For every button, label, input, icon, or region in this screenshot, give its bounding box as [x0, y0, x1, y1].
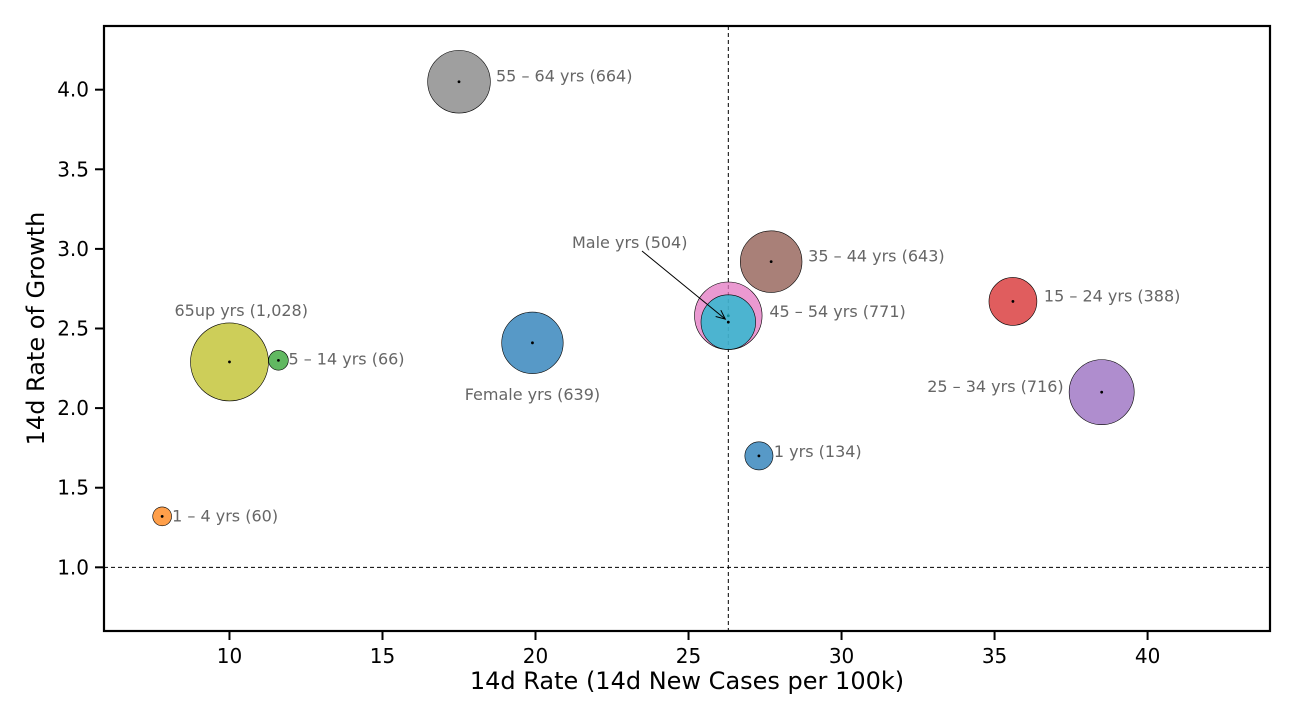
y-tick-label: 1.0 — [57, 555, 89, 579]
x-axis-ticks: 10 15 20 25 30 35 40 — [217, 631, 1160, 668]
annotation-arrowhead — [715, 309, 727, 320]
bubble-center-dot — [726, 320, 730, 324]
bubble-label-25-34-yrs-716: 25 – 34 yrs (716) — [927, 377, 1063, 396]
bubble-label-65up-yrs-1-028: 65up yrs (1,028) — [174, 301, 308, 320]
y-tick-label: 4.0 — [57, 78, 89, 102]
x-tick-label: 40 — [1135, 644, 1160, 668]
bubble-center-dot — [531, 341, 534, 345]
y-tick-label: 3.0 — [57, 237, 89, 261]
x-tick-label: 15 — [370, 644, 395, 668]
bubble-center-dot — [228, 360, 231, 364]
reference-lines — [104, 26, 1270, 631]
bubble-label-55-64-yrs-664: 55 – 64 yrs (664) — [496, 67, 632, 86]
y-axis-ticks: 1.0 1.5 2.0 2.5 3.0 3.5 4.0 — [57, 78, 104, 579]
bubble-center-dot — [277, 358, 280, 362]
bubble-label-45-54-yrs-771: 45 – 54 yrs (771) — [769, 302, 905, 321]
bubble-center-dot — [160, 514, 164, 518]
x-axis-title: 14d Rate (14d New Cases per 100k) — [470, 667, 904, 695]
bubble-label-5-14-yrs-66: 5 – 14 yrs (66) — [288, 349, 404, 368]
bubble-center-dot — [1100, 390, 1104, 394]
x-tick-label: 10 — [217, 644, 242, 668]
bubble-label-35-44-yrs-643: 35 – 44 yrs (643) — [808, 247, 944, 266]
x-tick-label: 35 — [982, 644, 1007, 668]
bubble-label-15-24-yrs-388: 15 – 24 yrs (388) — [1044, 286, 1180, 305]
bubble-center-dot — [757, 454, 761, 458]
y-tick-label: 3.5 — [57, 157, 89, 181]
bubble-center-dot — [457, 80, 461, 84]
bubble-label-1-4-yrs-60: 1 – 4 yrs (60) — [172, 506, 278, 525]
bubble-label-1-yrs-134: 1 yrs (134) — [774, 442, 862, 461]
x-tick-label: 25 — [676, 644, 701, 668]
x-tick-label: 20 — [523, 644, 548, 668]
y-axis-title: 14d Rate of Growth — [22, 212, 50, 446]
plot-frame — [102, 24, 1272, 633]
annotation-arrow — [641, 250, 726, 320]
bubble-center-dot — [1011, 300, 1015, 303]
y-tick-label: 2.5 — [57, 317, 89, 341]
bubbles-layer — [152, 50, 1135, 527]
bubble-label-female-yrs-639: Female yrs (639) — [465, 385, 600, 404]
bubble-center-dot — [769, 260, 773, 264]
bubble-label-male-yrs-504: Male yrs (504) — [572, 233, 687, 252]
y-tick-label: 1.5 — [57, 476, 89, 500]
x-tick-label: 30 — [829, 644, 854, 668]
labels-layer: 1 – 4 yrs (60) 5 – 14 yrs (66) 65up yrs (1… — [172, 67, 1180, 526]
y-tick-label: 2.0 — [57, 396, 89, 420]
